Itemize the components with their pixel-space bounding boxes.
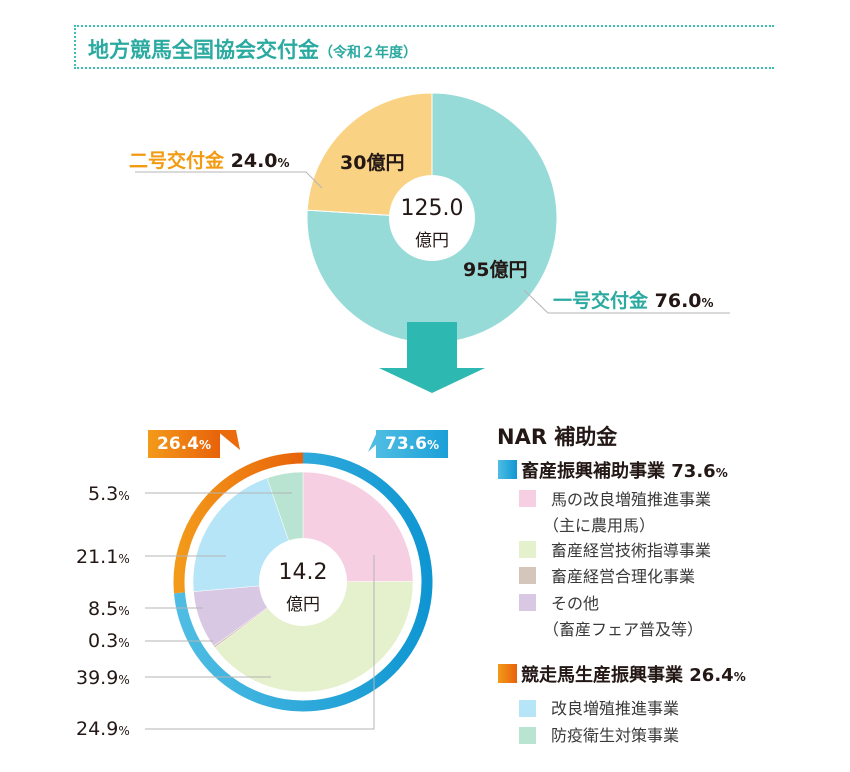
pct-sign: %: [118, 552, 130, 566]
leader-line-1gou: [523, 289, 730, 314]
legend-item-boueki: 防疫衛生対策事業: [551, 726, 680, 745]
pct-sign: %: [118, 724, 130, 738]
pct-sign: %: [118, 673, 130, 687]
legend-item-kairyo-zoushoku: 改良増殖推進事業: [551, 699, 680, 718]
left-label-21-1: 21.1%: [76, 546, 130, 568]
pct-sign: %: [426, 438, 439, 452]
top-center-total: 125.0: [400, 196, 464, 221]
lower-leader-line-5: [145, 555, 375, 730]
legend-group-percent: 73.6: [671, 461, 716, 482]
slice-pct-1gou: 76.0: [654, 290, 702, 312]
title-box: 地方競馬全国協会交付金（令和２年度）: [74, 25, 774, 69]
legend-swatch-taupe: [519, 567, 536, 584]
legend-item-gourika: 畜産経営合理化事業: [551, 567, 696, 586]
label-1gou: 一号交付金 76.0%: [553, 286, 714, 313]
tag-orange-percent: 26.4%: [148, 430, 220, 458]
title-main: 地方競馬全国協会交付金: [88, 38, 319, 62]
pct-sign: %: [198, 438, 211, 452]
slice-name-1gou: 一号交付金: [553, 290, 649, 312]
left-label-value: 39.9: [76, 667, 119, 689]
legend-group-percent: 26.4: [689, 665, 734, 686]
leader-line-2gou: [135, 171, 323, 189]
lower-center-unit: 億円: [286, 595, 320, 615]
legend-group-kyousouba: 競走馬生産振興事業 26.4%: [521, 661, 746, 687]
slice-name-2gou: 二号交付金: [129, 150, 225, 172]
legend-swatch-chikusan: [498, 460, 517, 479]
label-2gou: 二号交付金 24.0%: [129, 146, 290, 173]
page-title: 地方競馬全国協会交付金（令和２年度）: [88, 34, 417, 64]
legend-swatch-lightblue: [519, 700, 536, 717]
pct-sign: %: [733, 670, 746, 684]
left-label-39-9: 39.9%: [76, 667, 130, 689]
slice-amount-1gou: 95億円: [463, 259, 528, 281]
pct-sign: %: [118, 489, 130, 503]
legend-item-sonota-note: （畜産フェア普及等）: [543, 620, 704, 639]
left-label-24-9: 24.9%: [76, 718, 130, 740]
left-label-value: 5.3: [88, 483, 119, 505]
legend-swatch-mint: [519, 727, 536, 744]
upper-pie-slice-1: [306, 92, 433, 219]
tag-pointer-orange: [216, 430, 240, 450]
down-arrow: [379, 322, 485, 393]
left-label-5-3: 5.3%: [88, 483, 130, 505]
title-year: （令和２年度）: [319, 45, 417, 61]
left-label-value: 0.3: [88, 630, 119, 652]
left-label-value: 24.9: [76, 718, 119, 740]
lower-pie-center-hole: [259, 538, 347, 626]
lower-pie-slice-1: [214, 581, 414, 693]
top-center-unit: 億円: [415, 231, 449, 251]
legend-group-chikusan: 畜産振興補助事業 73.6%: [521, 457, 728, 483]
legend-swatch-lightgreen: [519, 541, 536, 558]
pct-sign: %: [715, 466, 728, 480]
left-label-8-5: 8.5%: [88, 598, 130, 620]
legend-group-label: 競走馬生産振興事業: [521, 665, 683, 686]
legend-swatch-pink: [519, 490, 536, 507]
legend-swatch-kyousouba: [498, 664, 517, 683]
slice-amount-2gou: 30億円: [340, 152, 405, 174]
legend-group-label: 畜産振興補助事業: [521, 461, 665, 482]
pct-sign: %: [701, 296, 714, 310]
legend-item-sonota: その他: [551, 594, 600, 613]
tag-blue-percent: 73.6%: [376, 430, 448, 458]
left-label-0-3: 0.3%: [88, 630, 130, 652]
pct-sign: %: [118, 604, 130, 618]
outer-ring-0: [174, 452, 433, 712]
upper-pie-slice-0: [306, 92, 558, 344]
pct-sign: %: [118, 636, 130, 650]
pct-sign: %: [277, 156, 290, 170]
left-label-value: 8.5: [88, 598, 119, 620]
legend-item-uma-kairyo: 馬の改良増殖推進事業: [551, 490, 712, 509]
tag-blue-value: 73.6: [385, 434, 427, 454]
outer-ring-1: [173, 452, 304, 594]
legend-item-uma-kairyo-note: （主に農用馬）: [543, 516, 656, 535]
upper-pie-center-hole: [389, 175, 475, 261]
tag-orange-value: 26.4: [157, 434, 199, 454]
legend-swatch-lavender: [519, 594, 536, 611]
legend-item-gijutsu: 畜産経営技術指導事業: [551, 541, 712, 560]
lower-center-total: 14.2: [278, 560, 328, 585]
left-label-value: 21.1: [76, 546, 119, 568]
slice-pct-2gou: 24.0: [230, 150, 278, 172]
legend-title: NAR 補助金: [497, 425, 618, 449]
